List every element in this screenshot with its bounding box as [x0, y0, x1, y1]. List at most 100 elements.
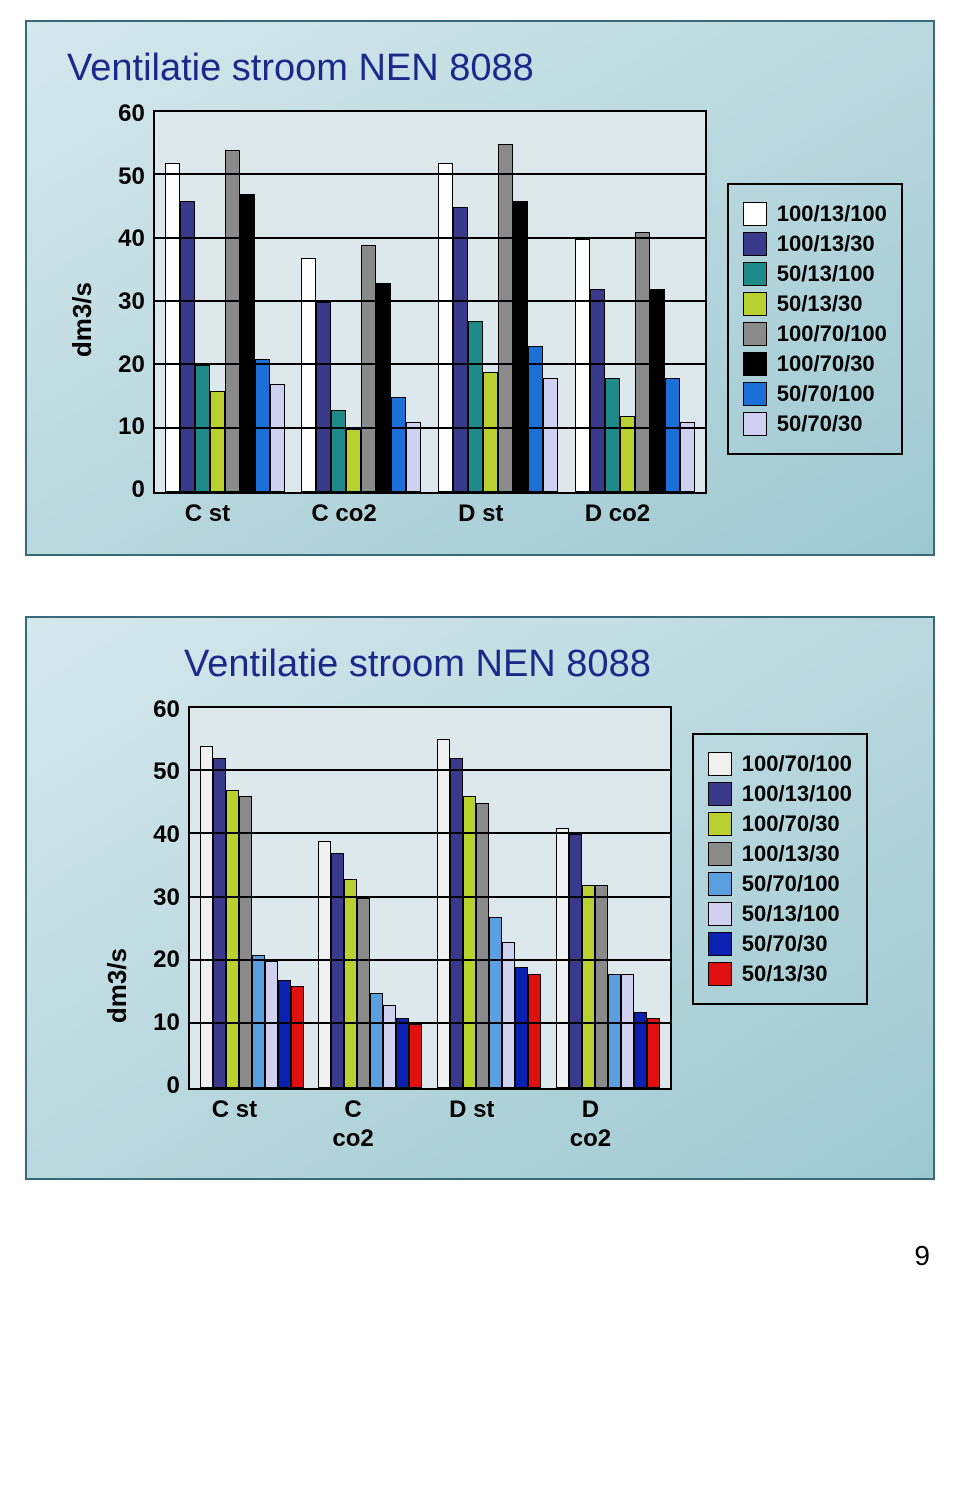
- bar: [437, 739, 450, 1087]
- legend-swatch: [743, 382, 767, 406]
- legend-swatch: [708, 782, 732, 806]
- bar-group: [575, 112, 695, 492]
- x-tick: C co2: [284, 500, 404, 529]
- gridline: [190, 896, 670, 898]
- bar-group: [301, 112, 421, 492]
- bar: [498, 144, 513, 492]
- bar: [582, 885, 595, 1088]
- gridline: [190, 1022, 670, 1024]
- x-tick: D st: [421, 500, 541, 529]
- bar: [252, 955, 265, 1088]
- bar: [468, 321, 483, 492]
- legend-label: 100/13/30: [777, 231, 875, 257]
- bar-group: [165, 112, 285, 492]
- legend-swatch: [708, 872, 732, 896]
- bar: [396, 1018, 409, 1088]
- legend-swatch: [743, 412, 767, 436]
- bar: [409, 1024, 422, 1087]
- y-tick: 50: [118, 163, 145, 191]
- y-tick: 10: [153, 1009, 180, 1037]
- bar: [543, 378, 558, 492]
- legend-label: 50/13/30: [777, 291, 863, 317]
- gridline: [190, 959, 670, 961]
- bar: [513, 201, 528, 492]
- gridline: [155, 173, 705, 175]
- plot-wrap: 6050403020100 C stC co2D stD co2: [118, 110, 707, 529]
- legend-item: 50/70/30: [708, 931, 852, 957]
- y-tick: 10: [118, 413, 145, 441]
- bar: [450, 758, 463, 1087]
- chart-title: Ventilatie stroom NEN 8088: [67, 47, 918, 90]
- bar-groups: [155, 112, 705, 492]
- bar: [605, 378, 620, 492]
- gridline: [190, 769, 670, 771]
- legend-swatch: [743, 322, 767, 346]
- bar-group: [318, 708, 422, 1088]
- legend-label: 100/13/100: [777, 201, 887, 227]
- y-axis: 6050403020100: [153, 696, 188, 1100]
- legend-item: 50/13/100: [743, 261, 887, 287]
- bar-group: [437, 708, 541, 1088]
- bar: [265, 961, 278, 1088]
- page-number: 9: [0, 1240, 960, 1272]
- bar: [225, 150, 240, 492]
- bar: [255, 359, 270, 492]
- bar: [239, 796, 252, 1087]
- bar: [278, 980, 291, 1088]
- y-tick: 20: [118, 351, 145, 379]
- bar: [210, 391, 225, 492]
- chart-title: Ventilatie stroom NEN 8088: [184, 643, 651, 686]
- bar: [200, 746, 213, 1088]
- legend-label: 50/70/100: [777, 381, 875, 407]
- bar: [665, 378, 680, 492]
- bar: [621, 974, 634, 1088]
- legend-label: 50/70/100: [742, 871, 840, 897]
- plot-area: [153, 110, 707, 494]
- legend-item: 100/70/100: [743, 321, 887, 347]
- legend-swatch: [708, 902, 732, 926]
- x-tick: C st: [182, 1096, 286, 1154]
- y-tick: 50: [153, 758, 180, 786]
- bar: [301, 258, 316, 492]
- bar: [406, 422, 421, 492]
- bar: [270, 384, 285, 492]
- legend-item: 100/70/30: [708, 811, 852, 837]
- bar: [165, 163, 180, 492]
- legend-swatch: [708, 932, 732, 956]
- plot-wrap: Ventilatie stroom NEN 8088 6050403020100…: [153, 638, 672, 1154]
- y-axis: 6050403020100: [118, 100, 153, 504]
- legend-item: 50/70/30: [743, 411, 887, 437]
- legend-item: 100/13/30: [743, 231, 887, 257]
- legend-item: 100/13/30: [708, 841, 852, 867]
- bar: [240, 194, 255, 492]
- x-tick: D co2: [557, 500, 677, 529]
- y-tick: 30: [153, 884, 180, 912]
- y-tick: 40: [153, 821, 180, 849]
- legend-label: 50/13/30: [742, 961, 828, 987]
- bar: [528, 974, 541, 1088]
- legend-item: 50/13/30: [743, 291, 887, 317]
- legend-item: 50/70/100: [743, 381, 887, 407]
- bar: [391, 397, 406, 492]
- legend-item: 50/70/100: [708, 871, 852, 897]
- bar: [357, 898, 370, 1088]
- legend-swatch: [708, 752, 732, 776]
- x-axis: C stCco2D stDco2: [172, 1096, 652, 1154]
- gridline: [155, 237, 705, 239]
- bar: [680, 422, 695, 492]
- legend-swatch: [743, 352, 767, 376]
- x-axis: C stC co2D stD co2: [137, 500, 687, 529]
- legend-item: 50/13/100: [708, 901, 852, 927]
- legend-label: 50/13/100: [777, 261, 875, 287]
- bar: [489, 917, 502, 1088]
- legend-label: 50/13/100: [742, 901, 840, 927]
- bar: [608, 974, 621, 1088]
- chart1-slide: Ventilatie stroom NEN 8088 dm3/s 6050403…: [25, 20, 935, 556]
- legend-swatch: [708, 812, 732, 836]
- bar: [318, 841, 331, 1088]
- y-tick: 20: [153, 946, 180, 974]
- legend-item: 100/70/30: [743, 351, 887, 377]
- y-axis-label: dm3/s: [102, 948, 133, 1023]
- gridline: [155, 300, 705, 302]
- legend-swatch: [708, 962, 732, 986]
